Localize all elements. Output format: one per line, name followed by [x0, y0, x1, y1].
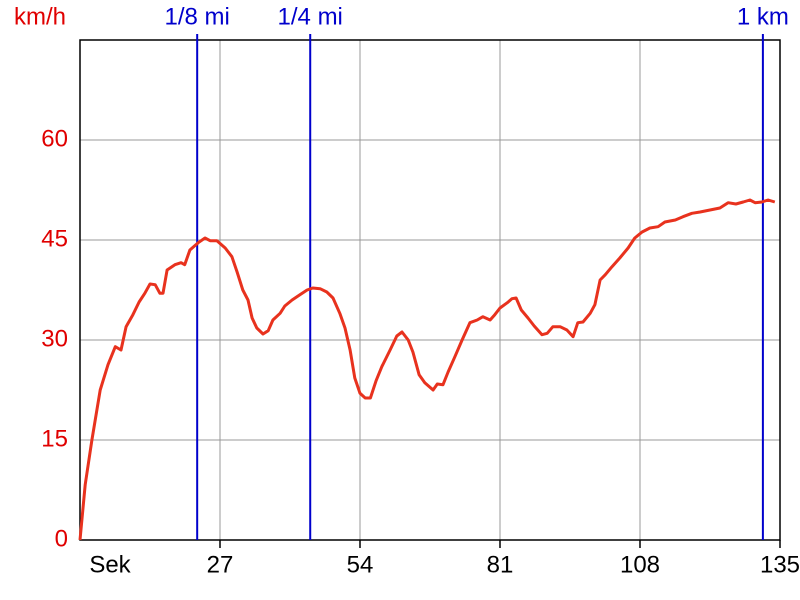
y-tick-label: 0: [55, 525, 68, 552]
x-axis-label: Sek: [89, 551, 131, 578]
x-tick-label: 27: [207, 551, 234, 578]
distance-marker-label: 1/8 mi: [165, 3, 230, 30]
y-axis-label: km/h: [14, 3, 66, 30]
plot-frame: [79, 39, 781, 541]
speed-line: [78, 198, 776, 541]
distance-marker-label: 1/4 mi: [278, 3, 343, 30]
x-tick-label: 54: [347, 551, 374, 578]
y-tick-label: 60: [41, 125, 68, 152]
y-tick-label: 30: [41, 325, 68, 352]
x-tick-label: 108: [620, 551, 660, 578]
y-tick-label: 15: [41, 425, 68, 452]
y-tick-label: 45: [41, 225, 68, 252]
x-tick-label: 81: [487, 551, 514, 578]
distance-marker-label: 1 km: [737, 3, 789, 30]
x-tick-label: 135: [760, 551, 800, 578]
